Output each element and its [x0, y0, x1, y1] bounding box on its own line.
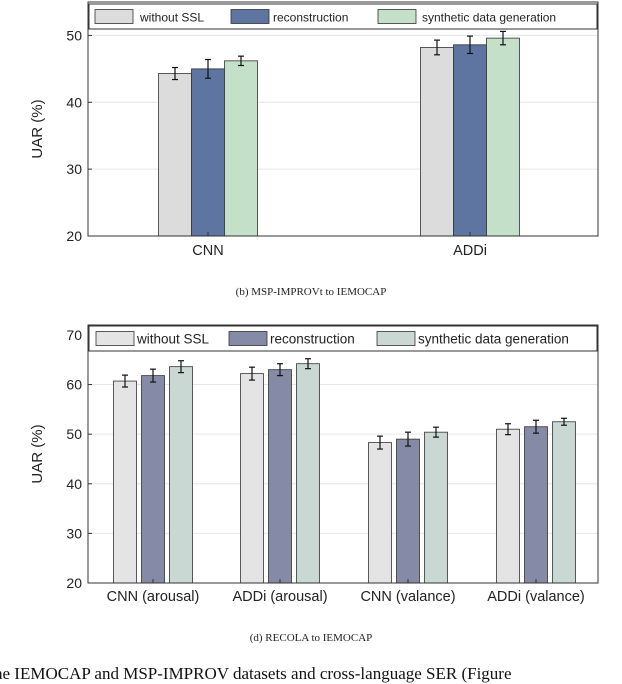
x-tick-label: CNN — [192, 243, 223, 259]
x-tick-label: CNN (arousal) — [107, 589, 200, 605]
x-tick-label: ADDi (arousal) — [232, 589, 327, 605]
legend-label-series-0: without SSL — [139, 11, 204, 25]
chart-recola-to-iemocap: 20 30 40 50 60 70 CNN (arousal) ADDi (arousal) C… — [29, 324, 599, 605]
bar-addi-series-0 — [420, 47, 454, 237]
legend-box — [88, 3, 598, 30]
legend-swatch-series-2 — [377, 9, 417, 24]
legend-swatch-series-0 — [94, 9, 134, 24]
y-tick-label: 60 — [66, 377, 82, 393]
legend-label-series-0: without SSL — [136, 332, 210, 347]
y-tick-label: 50 — [66, 27, 82, 43]
y-tick-label: 70 — [66, 327, 82, 343]
y-tick-label: 40 — [66, 94, 82, 110]
chart-msp-improvt-to-iemocap: 20 30 40 50 CNN ADDi UAR (%) without SSL reconst… — [29, 1, 599, 259]
bar-cnn-arousal--series-0 — [113, 380, 137, 584]
bar-cnn-series-2 — [224, 60, 258, 237]
bar-cnn-series-0 — [158, 73, 192, 237]
bar-addi-valance--series-1 — [524, 426, 548, 584]
bar-cnn-arousal--series-2 — [169, 366, 193, 584]
legend-swatch-series-1 — [228, 331, 268, 346]
legend-swatch-series-2 — [376, 331, 416, 346]
x-tick-label: ADDi — [453, 243, 487, 259]
bar-cnn-arousal--series-1 — [141, 375, 165, 584]
legend-label-series-2: synthetic data generation — [418, 332, 569, 347]
legend-swatch-series-0 — [95, 331, 135, 346]
y-tick-label: 30 — [66, 161, 82, 177]
legend-swatch-series-1 — [230, 9, 270, 24]
x-tick-label: CNN (valance) — [360, 589, 455, 605]
y-tick-label: 20 — [66, 575, 82, 591]
bar-addi-series-2 — [486, 37, 520, 237]
legend-label-series-2: synthetic data generation — [422, 11, 556, 25]
y-tick-label: 50 — [66, 426, 82, 442]
bar-addi-valance--series-2 — [552, 421, 576, 584]
plot-frame — [87, 1, 599, 237]
x-tick-label: ADDi (valance) — [487, 589, 585, 605]
caption-d: (d) RECOLA to IEMOCAP — [249, 632, 373, 644]
bar-cnn-valance--series-0 — [368, 442, 392, 584]
y-axis-label: UAR (%) — [29, 424, 46, 483]
body-text-line: he IEMOCAP and MSP-IMPROV datasets and c… — [0, 664, 512, 683]
y-axis-label: UAR (%) — [29, 99, 46, 158]
bar-addi-arousal--series-1 — [268, 369, 292, 584]
y-tick-label: 30 — [66, 525, 82, 541]
bar-cnn-valance--series-2 — [424, 431, 448, 584]
bar-cnn-valance--series-1 — [396, 438, 420, 584]
legend-label-series-1: reconstruction — [273, 11, 348, 25]
bar-addi-arousal--series-0 — [240, 373, 264, 584]
y-tick-label: 20 — [66, 228, 82, 244]
caption-b: (b) MSP-IMPROVt to IEMOCAP — [235, 286, 387, 298]
bar-cnn-series-1 — [191, 68, 225, 237]
legend-box — [88, 325, 598, 352]
bar-addi-series-1 — [453, 44, 487, 237]
legend-label-series-1: reconstruction — [270, 332, 355, 347]
y-tick-label: 40 — [66, 476, 82, 492]
bar-addi-valance--series-0 — [496, 428, 520, 584]
plot-frame — [87, 324, 599, 584]
bar-addi-arousal--series-2 — [296, 363, 320, 584]
